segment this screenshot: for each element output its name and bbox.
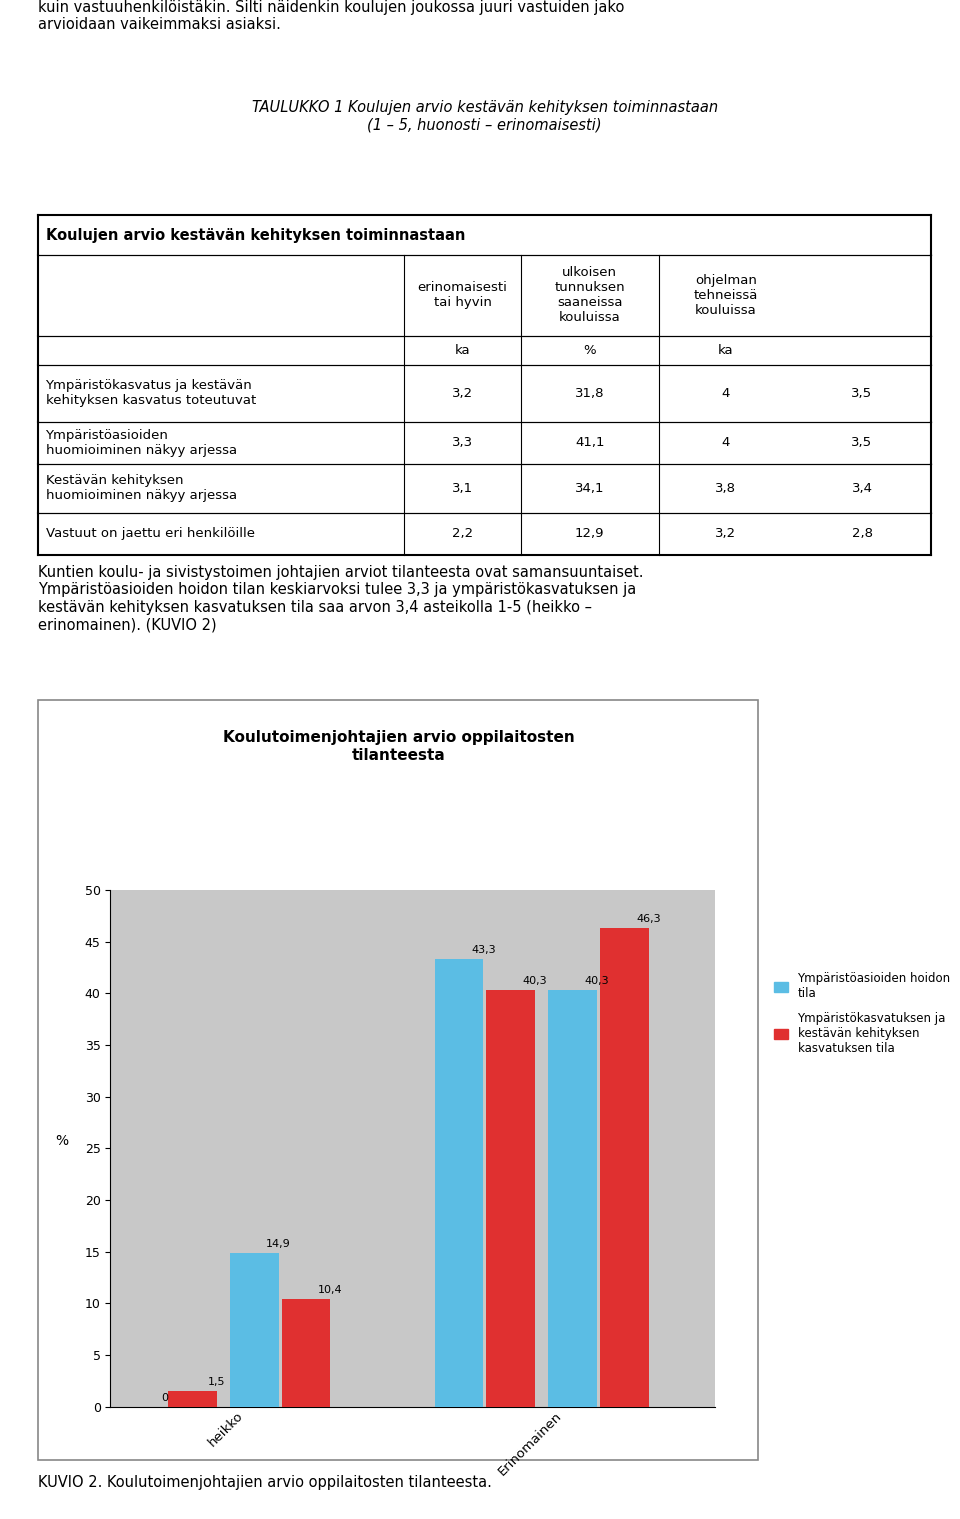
Text: 4: 4 xyxy=(722,387,730,399)
Text: 3,1: 3,1 xyxy=(452,482,473,495)
Text: 2,8: 2,8 xyxy=(852,527,873,541)
Text: 3,3: 3,3 xyxy=(452,436,473,450)
Text: TAULUKKO 1 Koulujen arvio kestävän kehityksen toiminnastaan
(1 – 5, huonosti – e: TAULUKKO 1 Koulujen arvio kestävän kehit… xyxy=(252,100,718,132)
Text: 3,5: 3,5 xyxy=(852,436,873,450)
Text: kuin vastuuhenkilöistäkin. Silti näidenkin koulujen joukossa juuri vastuiden jak: kuin vastuuhenkilöistäkin. Silti näidenk… xyxy=(38,0,625,32)
Text: 3,2: 3,2 xyxy=(715,527,736,541)
Text: ulkoisen
tunnuksen
saaneissa
kouluissa: ulkoisen tunnuksen saaneissa kouluissa xyxy=(554,266,625,325)
Text: Koulujen arvio kestävän kehityksen toiminnastaan: Koulujen arvio kestävän kehityksen toimi… xyxy=(45,228,465,243)
Text: KUVIO 2. Koulutoimenjohtajien arvio oppilaitosten tilanteesta.: KUVIO 2. Koulutoimenjohtajien arvio oppi… xyxy=(38,1475,492,1490)
Text: Kuntien koulu- ja sivistystoimen johtajien arviot tilanteesta ovat samansuuntais: Kuntien koulu- ja sivistystoimen johtaji… xyxy=(38,565,644,632)
Text: 3,5: 3,5 xyxy=(852,387,873,399)
Text: 34,1: 34,1 xyxy=(575,482,605,495)
Text: %: % xyxy=(584,343,596,357)
Text: 12,9: 12,9 xyxy=(575,527,605,541)
Text: ohjelman
tehneissä
kouluissa: ohjelman tehneissä kouluissa xyxy=(694,273,758,317)
Text: ka: ka xyxy=(718,343,733,357)
Text: 3,4: 3,4 xyxy=(852,482,873,495)
Legend: Ympäristöasioiden hoidon
tila, Ympäristökasvatuksen ja
kestävän kehityksen
kasva: Ympäristöasioiden hoidon tila, Ympäristö… xyxy=(774,972,950,1054)
Text: Kestävän kehityksen
huomioiminen näkyy arjessa: Kestävän kehityksen huomioiminen näkyy a… xyxy=(45,474,237,503)
Text: 2,2: 2,2 xyxy=(452,527,473,541)
Text: ka: ka xyxy=(455,343,470,357)
Text: 41,1: 41,1 xyxy=(575,436,605,450)
Text: 31,8: 31,8 xyxy=(575,387,605,399)
Text: Koulutoimenjohtajien arvio oppilaitosten
tilanteesta: Koulutoimenjohtajien arvio oppilaitosten… xyxy=(223,731,574,763)
Text: 3,8: 3,8 xyxy=(715,482,736,495)
Text: Vastuut on jaettu eri henkilöille: Vastuut on jaettu eri henkilöille xyxy=(45,527,254,541)
Text: Ympäristöasioiden
huomioiminen näkyy arjessa: Ympäristöasioiden huomioiminen näkyy arj… xyxy=(45,428,237,457)
Text: 3,2: 3,2 xyxy=(452,387,473,399)
FancyBboxPatch shape xyxy=(38,700,758,1460)
Text: erinomaisesti
tai hyvin: erinomaisesti tai hyvin xyxy=(418,281,508,310)
Text: 4: 4 xyxy=(722,436,730,450)
Text: Ympäristökasvatus ja kestävän
kehityksen kasvatus toteutuvat: Ympäristökasvatus ja kestävän kehityksen… xyxy=(45,380,255,407)
